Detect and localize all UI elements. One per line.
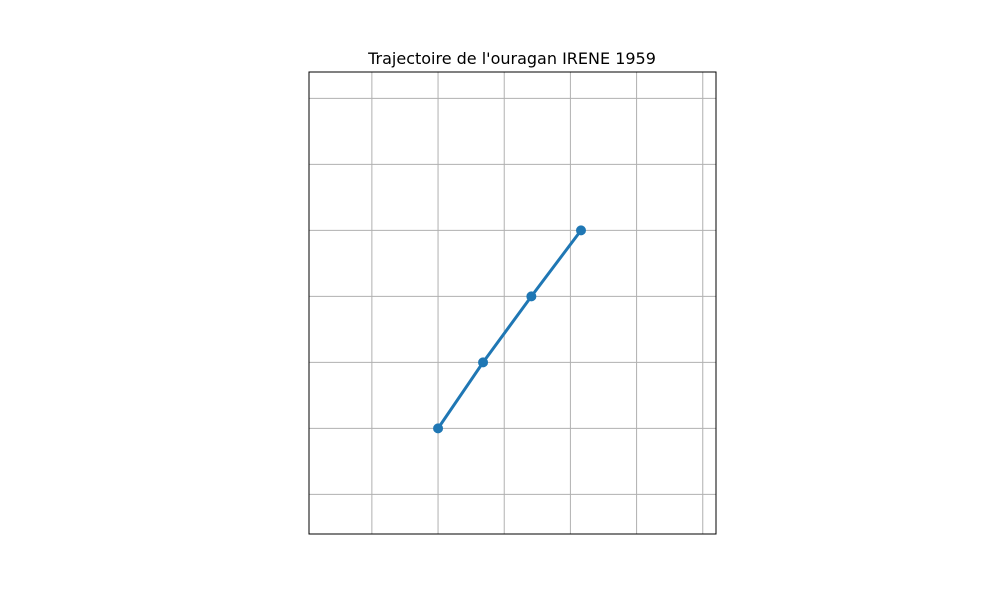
trajectory-point (478, 357, 489, 368)
plot-frame (308, 71, 717, 535)
trajectory-line (436, 228, 583, 430)
trajectory-series (433, 225, 586, 434)
chart-title: Trajectoire de l'ouragan IRENE 1959 (367, 49, 656, 68)
trajectory-point (433, 423, 444, 434)
trajectory-point (575, 225, 586, 236)
grid-lines (309, 72, 716, 534)
trajectory-point (526, 291, 537, 302)
plot-area (309, 72, 716, 534)
